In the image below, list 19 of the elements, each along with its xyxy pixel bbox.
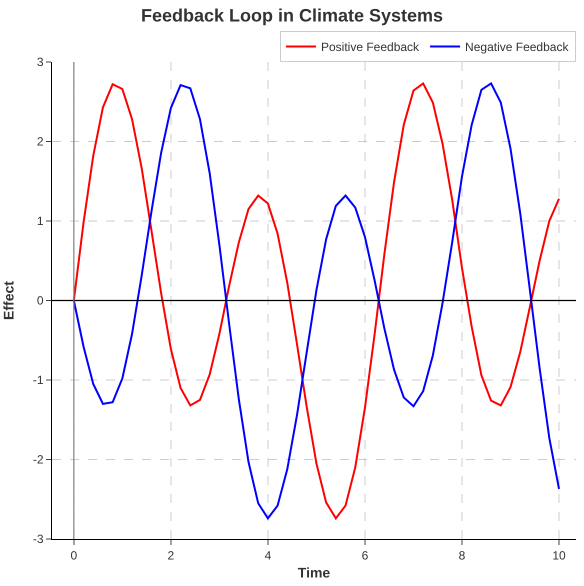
legend-label: Negative Feedback bbox=[465, 40, 570, 54]
y-tick-label: 0 bbox=[36, 294, 44, 308]
y-tick-label: -1 bbox=[32, 373, 44, 388]
x-tick-label: 10 bbox=[552, 548, 566, 562]
y-tick-label: 3 bbox=[36, 55, 44, 70]
x-axis-title: Time bbox=[298, 564, 330, 581]
y-axis-title: Effect bbox=[0, 280, 17, 320]
chart-title: Feedback Loop in Climate Systems bbox=[140, 5, 444, 26]
x-tick-label: 8 bbox=[458, 548, 466, 562]
y-tick-label: -3 bbox=[32, 532, 44, 546]
x-tick-label: 6 bbox=[362, 548, 369, 562]
y-tick-label: 1 bbox=[36, 214, 44, 228]
x-tick-label: 0 bbox=[70, 548, 78, 562]
x-tick-label: 2 bbox=[168, 548, 175, 562]
legend-label: Positive Feedback bbox=[321, 40, 420, 54]
y-tick-label: 2 bbox=[36, 134, 44, 149]
y-tick-label: -2 bbox=[32, 452, 44, 467]
line-series bbox=[72, 82, 560, 520]
x-tick-label: 4 bbox=[264, 548, 272, 562]
